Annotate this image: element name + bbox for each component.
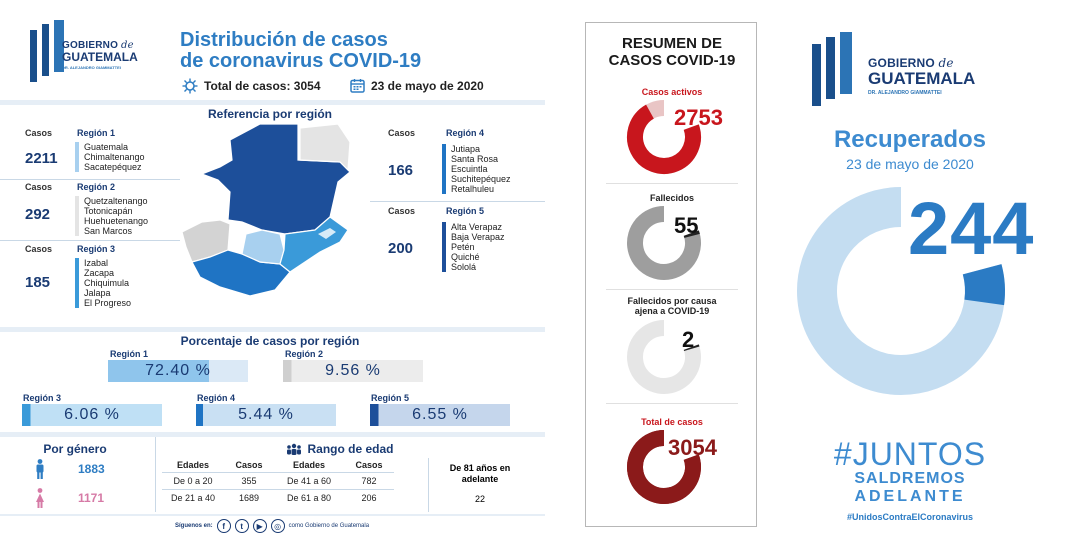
ring-value [627, 104, 701, 174]
pct-bar: 72.40 % [108, 360, 248, 382]
age-81-label: De 81 años en adelante [449, 463, 511, 484]
gender-title: Por género [43, 442, 107, 456]
region-depts: Quetzaltenango Totonicapán Huehuetenango Sa… [75, 196, 148, 236]
pct-bar: 6.06 % [22, 404, 162, 426]
age-title: Rango de edad [270, 442, 410, 456]
right-panel: GOBIERNO de GUATEMALA DR. ALEJANDRO GIAM… [790, 0, 1080, 555]
region-row: Casos Región 3 185 Izabal Zacapa Chiquimul… [25, 244, 132, 308]
total-label: Total de casos [641, 417, 703, 427]
ring-track [627, 320, 701, 394]
gov-logo: GOBIERNO de GUATEMALA DR. ALEJANDRO GIAM… [868, 56, 976, 96]
recovered-ring [797, 187, 1005, 395]
male-icon [36, 459, 44, 479]
other-deaths-ring [627, 320, 701, 394]
region-depts: Guatemala Chimaltenango Sacatepéquez [75, 142, 145, 172]
active-label: Casos activos [641, 87, 703, 97]
gov-logo-icon [812, 32, 852, 106]
region-row: Casos Región 4 166 Jutiapa Santa Rosa Escu… [388, 128, 511, 194]
page-title: Distribución de casos de coronavirus COV… [180, 29, 422, 72]
pct-title: Porcentaje de casos por región [180, 334, 360, 348]
region-row: Casos Región 1 2211 Guatemala Chimaltenan… [25, 128, 145, 172]
twitter-icon[interactable]: t [234, 519, 249, 533]
region-row: Casos Región 5 200 Alta Verapaz Baja Vera… [388, 206, 505, 272]
ring-value [683, 230, 700, 238]
region-row: Casos Región 2 292 Quetzaltenango Totonic… [25, 182, 149, 236]
report-date: 23 de mayo de 2020 [350, 78, 484, 93]
total-ring [627, 430, 701, 504]
female-count: 1171 [78, 491, 105, 505]
ring-value [683, 344, 700, 352]
youtube-icon[interactable]: ▶ [252, 519, 267, 533]
recovered-title: Recuperados [833, 126, 987, 153]
region-depts: Jutiapa Santa Rosa Escuintla Suchitepéquez R… [442, 144, 511, 194]
ring-value [962, 264, 1005, 306]
age-81-value: 22 [474, 494, 485, 504]
total-cases: Total de casos: 3054 [182, 78, 321, 94]
summary-panel: RESUMEN DE CASOS COVID-19 Casos activos … [585, 22, 757, 527]
gov-logo: GOBIERNO de GUATEMALA DR. ALEJANDRO GIAM… [62, 40, 138, 70]
follow-label: Síguenos en: [175, 523, 213, 529]
header-divider [0, 100, 545, 105]
table-row: De 21 a 40 1689 De 61 a 80 206 [162, 489, 394, 506]
social-bar: Síguenos en: f t ▶ ◎ como Gobierno de Gu… [175, 519, 369, 533]
male-count: 1883 [78, 462, 105, 476]
instagram-icon[interactable]: ◎ [270, 519, 285, 533]
deaths-value: 55 [674, 213, 699, 238]
region-cases: 166 [388, 162, 414, 179]
group-icon [287, 443, 302, 455]
recovered-date: 23 de mayo de 2020 [846, 156, 974, 172]
ring-track [797, 187, 1005, 395]
region-cases: 185 [25, 274, 51, 291]
region-cases: 292 [25, 206, 51, 223]
total-value: 3054 [668, 435, 717, 460]
follow-handle: como Gobierno de Guatemala [288, 523, 370, 529]
ring-track [627, 206, 701, 280]
pct-bar: 9.56 % [283, 360, 423, 382]
pct-bar: 6.55 % [370, 404, 510, 426]
gov-logo-icon [30, 20, 64, 82]
deaths-ring [627, 206, 701, 280]
active-value: 2753 [674, 105, 723, 130]
region-depts: Alta Verapaz Baja Verapaz Petén Quiché Solol… [442, 222, 505, 272]
female-icon [36, 488, 44, 508]
pct-bar: 5.44 % [196, 404, 336, 426]
age-table: Edades Casos Edades Casos De 0 a 20 355 De… [162, 458, 394, 506]
summary-title: RESUMEN DE CASOS COVID-19 [608, 35, 736, 69]
left-panel: GOBIERNO de GUATEMALA DR. ALEJANDRO GIAM… [0, 20, 545, 533]
facebook-icon[interactable]: f [216, 519, 231, 533]
other-deaths-label: Fallecidos por causa ajena a COVID-19 [627, 296, 717, 316]
ring-value [627, 430, 701, 504]
active-ring [627, 100, 701, 174]
recovered-value: 244 [908, 187, 1035, 270]
guatemala-map [181, 123, 351, 297]
region-cases: 2211 [25, 150, 58, 167]
other-deaths-value: 2 [682, 327, 695, 352]
region-cases: 200 [388, 240, 414, 257]
virus-icon [182, 78, 198, 94]
ref-title: Referencia por región [207, 107, 333, 121]
table-row: De 0 a 20 355 De 41 a 60 782 [162, 472, 394, 490]
hashtag-block: #JUNTOS SALDREMOS ADELANTE #UnidosContra… [833, 436, 987, 522]
region-depts: Izabal Zacapa Chiquimula Jalapa El Progreso [75, 258, 131, 308]
deaths-label: Fallecidos [649, 193, 694, 203]
calendar-icon [350, 79, 365, 93]
